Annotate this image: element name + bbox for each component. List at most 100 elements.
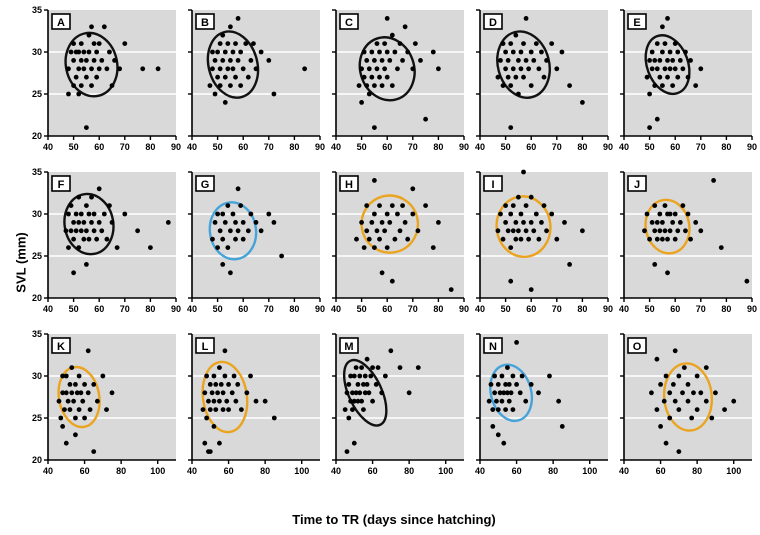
data-point — [66, 211, 71, 217]
x-tick-label: 90 — [171, 304, 181, 314]
data-point — [672, 211, 678, 217]
data-point — [271, 220, 277, 225]
x-tick-label: 80 — [289, 304, 299, 314]
data-point — [389, 83, 395, 88]
data-point — [213, 382, 219, 387]
data-point — [155, 66, 161, 72]
data-point — [379, 220, 385, 225]
data-point — [693, 220, 699, 225]
data-point — [677, 220, 683, 225]
data-point — [271, 415, 277, 421]
x-tick-label: 70 — [552, 304, 562, 314]
x-tick-label: 100 — [294, 466, 309, 476]
x-tick-label: 90 — [747, 304, 757, 314]
data-point — [521, 41, 526, 46]
data-point — [228, 228, 233, 234]
data-point — [665, 270, 670, 276]
data-point — [402, 220, 408, 225]
x-tick-label: 40 — [187, 142, 197, 152]
data-point — [379, 390, 385, 396]
data-point — [544, 58, 549, 63]
plot-content — [64, 24, 161, 130]
plot-content — [63, 186, 171, 276]
data-point — [220, 58, 226, 63]
data-point — [91, 41, 97, 46]
x-tick-label: 50 — [69, 142, 79, 152]
plot-content — [354, 178, 454, 292]
data-point — [215, 211, 220, 217]
data-point — [384, 211, 390, 217]
data-point — [71, 220, 76, 225]
data-point — [245, 228, 251, 234]
y-tick-label: 35 — [32, 5, 42, 15]
plot-content — [356, 16, 441, 130]
data-point — [370, 365, 375, 370]
data-point — [667, 390, 673, 396]
data-point — [80, 398, 86, 404]
x-tick-label: 70 — [696, 304, 706, 314]
data-point — [644, 211, 650, 217]
scatter-panel-L: 40 60 80 100 L — [187, 333, 320, 476]
data-point — [665, 58, 670, 63]
data-point — [490, 407, 496, 412]
data-point — [387, 58, 393, 63]
data-point — [364, 356, 370, 362]
data-point — [495, 74, 501, 80]
data-point — [549, 41, 555, 46]
data-point — [240, 220, 246, 225]
x-tick-label: 90 — [459, 304, 469, 314]
data-point — [222, 49, 228, 55]
data-point — [377, 49, 382, 55]
data-point — [112, 58, 117, 63]
scatter-panel-E: 40 50 60 70 80 90 E — [619, 9, 757, 152]
data-point — [541, 203, 547, 208]
data-point — [81, 220, 87, 225]
data-point — [96, 186, 102, 192]
data-points — [644, 16, 704, 130]
data-point — [202, 440, 208, 446]
data-point — [230, 211, 236, 217]
x-tick-label: 80 — [404, 466, 414, 476]
data-point — [415, 228, 421, 234]
data-point — [505, 365, 510, 370]
data-point — [73, 432, 78, 438]
data-point — [104, 236, 110, 242]
data-point — [657, 228, 663, 234]
data-point — [362, 373, 368, 379]
data-point — [351, 440, 357, 446]
data-point — [649, 66, 655, 72]
scatter-panel-I: 40 50 60 70 80 90 I — [475, 169, 613, 314]
data-point — [231, 373, 237, 379]
data-point — [202, 390, 208, 396]
data-point — [516, 58, 521, 63]
data-point — [536, 66, 542, 72]
data-point — [91, 211, 97, 217]
data-point — [218, 382, 224, 387]
data-point — [222, 74, 228, 80]
x-tick-label: 70 — [264, 142, 274, 152]
data-point — [366, 236, 372, 242]
data-point — [361, 382, 366, 387]
panel-label: C — [339, 13, 359, 30]
data-point — [375, 365, 381, 370]
panel-background — [336, 172, 464, 298]
data-point — [230, 66, 236, 72]
data-point — [366, 390, 372, 396]
data-point — [388, 348, 394, 354]
data-point — [384, 245, 390, 250]
scatter-panel-M: 40 60 80 100 M — [331, 333, 464, 476]
data-point — [497, 390, 503, 396]
data-point — [229, 390, 235, 396]
data-point — [513, 220, 519, 225]
scatter-panel-H: 40 50 60 70 80 90 H — [331, 171, 469, 314]
data-point — [423, 203, 428, 208]
data-point — [67, 382, 73, 387]
panel-label: J — [627, 175, 647, 192]
data-point — [78, 390, 84, 396]
x-tick-label: 100 — [726, 466, 741, 476]
data-point — [200, 407, 206, 412]
data-point — [215, 74, 220, 80]
panel-label: M — [339, 337, 359, 354]
data-point — [508, 125, 514, 130]
data-point — [397, 41, 403, 46]
